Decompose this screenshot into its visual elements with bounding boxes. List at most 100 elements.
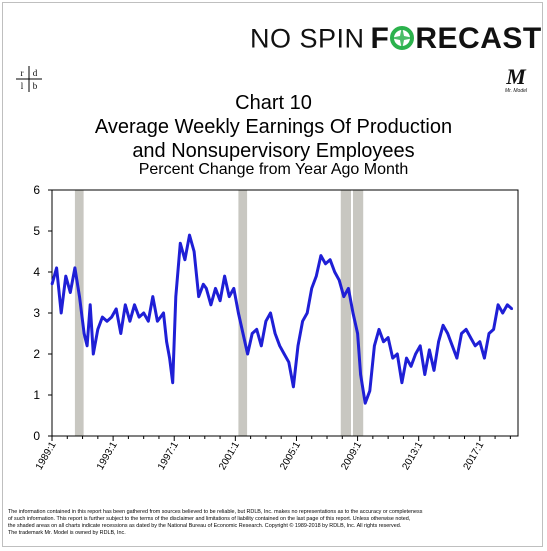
data-point-10 xyxy=(92,352,95,356)
data-point-96 xyxy=(474,344,477,347)
data-point-79 xyxy=(396,352,399,356)
chart-title-line-1: Chart 10 xyxy=(235,92,312,114)
data-point-61 xyxy=(315,274,318,278)
data-point-9 xyxy=(88,303,92,306)
data-point-3 xyxy=(64,274,67,278)
data-point-71 xyxy=(359,373,362,376)
data-point-86 xyxy=(428,348,431,352)
data-point-17 xyxy=(124,303,127,306)
data-point-54 xyxy=(283,352,286,356)
mr-model-logo: M Mr. Model xyxy=(505,64,528,94)
data-point-46 xyxy=(246,352,249,356)
data-point-63 xyxy=(324,262,327,265)
data-point-5 xyxy=(73,266,77,270)
data-point-38 xyxy=(209,303,213,306)
data-point-104 xyxy=(510,307,514,311)
data-point-51 xyxy=(269,311,272,315)
data-point-83 xyxy=(414,352,417,356)
rdlb-r: r xyxy=(21,68,24,78)
data-point-25 xyxy=(159,315,162,319)
data-point-82 xyxy=(409,365,413,368)
chart-subtitle: Percent Change from Year Ago Month xyxy=(138,161,409,178)
rdlb-logo: r d l b xyxy=(16,66,42,92)
data-point-52 xyxy=(273,332,277,335)
data-point-42 xyxy=(228,295,231,298)
footer-line-3: the shaded areas on all charts indicate … xyxy=(8,523,402,529)
data-point-1 xyxy=(55,266,58,270)
data-point-58 xyxy=(301,320,304,323)
data-point-8 xyxy=(85,344,89,347)
data-point-55 xyxy=(287,361,291,364)
data-point-22 xyxy=(147,320,150,323)
data-point-34 xyxy=(192,250,196,253)
data-point-94 xyxy=(464,328,468,331)
data-point-47 xyxy=(250,332,254,335)
data-point-32 xyxy=(183,258,187,261)
data-point-30 xyxy=(174,295,177,298)
data-point-68 xyxy=(347,287,350,290)
data-point-36 xyxy=(202,283,205,286)
data-point-29 xyxy=(171,381,174,384)
data-point-33 xyxy=(188,233,191,237)
data-point-59 xyxy=(305,311,309,315)
data-point-95 xyxy=(469,336,472,339)
mr-model-caption: Mr. Model xyxy=(505,88,528,94)
brand-logo: NO SPIN F RECAST xyxy=(250,22,542,62)
y-tick-label-2: 2 xyxy=(33,347,40,361)
data-point-77 xyxy=(386,336,390,339)
data-point-19 xyxy=(133,303,136,306)
data-point-62 xyxy=(319,254,323,257)
data-point-48 xyxy=(255,328,258,331)
data-point-11 xyxy=(96,328,100,331)
recession-band-3 xyxy=(352,190,364,436)
data-point-2 xyxy=(59,311,63,315)
plot-area-border xyxy=(51,189,519,437)
data-point-14 xyxy=(110,315,113,319)
data-point-73 xyxy=(368,389,371,393)
data-point-39 xyxy=(214,287,217,290)
x-tick-label-2: 1997:1 xyxy=(156,440,181,472)
data-point-24 xyxy=(156,320,159,323)
data-point-93 xyxy=(460,332,463,335)
compass-icon xyxy=(390,26,415,50)
x-tick-label-4: 2005:1 xyxy=(278,440,303,472)
recession-band-0 xyxy=(74,190,84,436)
data-point-102 xyxy=(501,311,504,315)
data-point-35 xyxy=(197,295,200,298)
y-tick-label-6: 6 xyxy=(33,183,40,197)
data-point-69 xyxy=(351,311,355,315)
brand-right-prefix: F xyxy=(370,22,390,55)
data-point-53 xyxy=(278,344,281,347)
y-tick-label-5: 5 xyxy=(33,224,40,238)
data-point-85 xyxy=(423,373,426,376)
footer-line-1: The information contained in this report… xyxy=(8,509,423,515)
y-tick-label-0: 0 xyxy=(33,429,40,443)
data-point-60 xyxy=(310,287,313,290)
data-point-67 xyxy=(342,295,346,298)
data-point-21 xyxy=(142,311,145,315)
data-point-80 xyxy=(400,381,404,384)
data-point-20 xyxy=(137,315,141,319)
y-tick-label-1: 1 xyxy=(33,388,40,402)
data-point-97 xyxy=(478,340,482,343)
footer-line-2: of such information. This report is furt… xyxy=(8,516,411,522)
footer-line-4: The trademark Mr. Model is owned by RDLB… xyxy=(8,530,126,536)
data-point-81 xyxy=(405,356,408,360)
rdlb-d: d xyxy=(33,68,38,78)
data-point-72 xyxy=(364,402,367,405)
data-point-31 xyxy=(179,242,182,245)
data-point-23 xyxy=(151,295,155,298)
y-tick-label-3: 3 xyxy=(33,306,40,320)
data-point-43 xyxy=(232,287,236,290)
recession-band-2 xyxy=(340,190,351,436)
chart-frame xyxy=(2,2,543,547)
x-tick-label-5: 2009:1 xyxy=(339,440,364,472)
data-point-100 xyxy=(492,328,495,331)
data-point-18 xyxy=(128,320,132,323)
series-line-earnings xyxy=(50,233,513,405)
data-point-40 xyxy=(218,299,222,302)
data-point-66 xyxy=(338,279,341,282)
data-point-16 xyxy=(119,332,122,335)
data-point-4 xyxy=(69,291,72,294)
